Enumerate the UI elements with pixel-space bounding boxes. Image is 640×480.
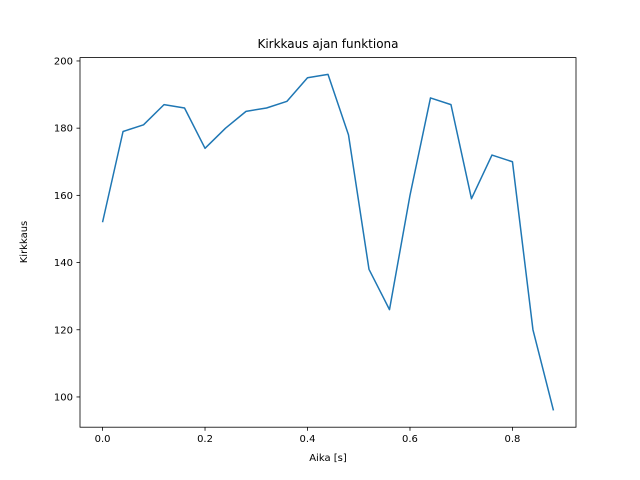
x-axis-label: Aika [s] bbox=[309, 453, 347, 464]
y-tick-label: 140 bbox=[54, 258, 73, 269]
y-tick-label: 100 bbox=[54, 392, 73, 403]
y-tick-label: 180 bbox=[54, 124, 73, 135]
data-line bbox=[101, 73, 555, 411]
y-tick-label: 120 bbox=[54, 325, 73, 336]
y-axis-label: Kirkkaus bbox=[19, 221, 30, 264]
y-tick-label: 160 bbox=[54, 191, 73, 202]
x-tick-label: 0.0 bbox=[95, 434, 111, 445]
chart-title: Kirkkaus ajan funktiona bbox=[257, 37, 398, 51]
data-series bbox=[101, 73, 555, 411]
x-tick-label: 0.4 bbox=[300, 434, 316, 445]
plot-border bbox=[79, 57, 577, 428]
x-tick-label: 0.6 bbox=[402, 434, 418, 445]
axes: 0.0 0.2 0.4 0.6 0.8 100 120 140 160 180 200 bbox=[54, 56, 577, 445]
y-tick-label: 200 bbox=[54, 56, 73, 67]
x-tick-label: 0.2 bbox=[197, 434, 213, 445]
x-tick-label: 0.8 bbox=[505, 434, 521, 445]
